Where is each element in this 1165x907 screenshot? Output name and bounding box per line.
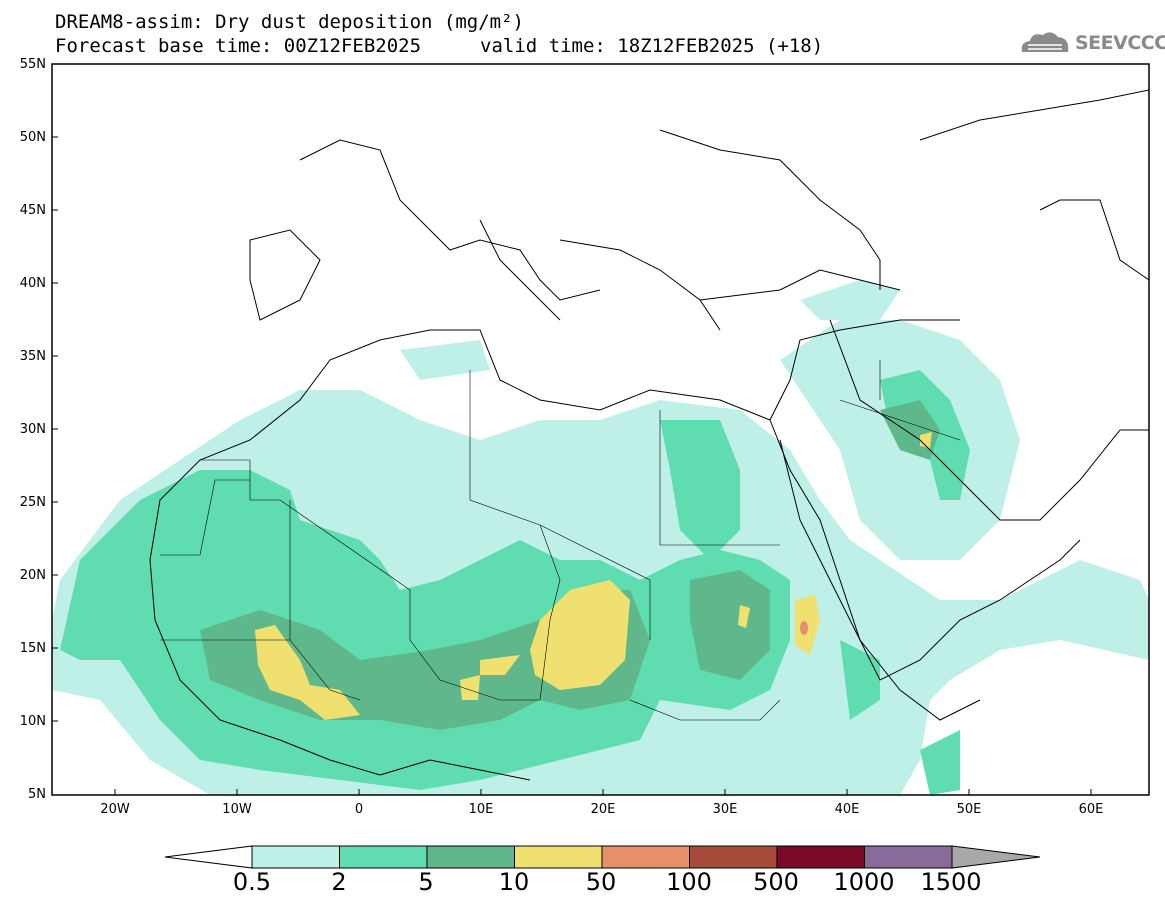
colorbar-label: 2 [331, 868, 347, 896]
valid-time: valid time: 18Z12FEB2025 (+18) [480, 35, 824, 57]
colorbar-label: 100 [666, 868, 712, 896]
lat-label: 20N [19, 568, 46, 583]
lon-label: 40E [834, 802, 860, 817]
base-time: Forecast base time: 00Z12FEB2025 [55, 35, 422, 57]
cloud-icon [1021, 32, 1069, 52]
lat-label: 50N [19, 130, 46, 145]
forecast-times: Forecast base time: 00Z12FEB2025 valid ti… [55, 35, 823, 57]
lat-label: 55N [19, 57, 46, 72]
colorbar-label: 10 [498, 868, 530, 896]
dust-fields [52, 89, 1149, 795]
lat-label: 30N [19, 422, 46, 437]
lon-label: 20W [100, 802, 130, 817]
lon-label: 0 [354, 802, 364, 817]
lat-label: 15N [19, 641, 46, 656]
seevccc-logo: SEEVCCC [1075, 32, 1165, 54]
lat-label: 10N [19, 714, 46, 729]
lon-label: 10W [222, 802, 252, 817]
lat-label: 40N [19, 276, 46, 291]
colorbar-label: 0.5 [232, 868, 272, 896]
colorbar-label: 50 [585, 868, 617, 896]
lon-label: 30E [712, 802, 738, 817]
colorbar-label: 1000 [833, 868, 895, 896]
colorbar-label: 5 [418, 868, 434, 896]
lat-label: 5N [28, 787, 46, 802]
chart-title: DREAM8-assim: Dry dust deposition (mg/m²… [55, 11, 524, 33]
colorbar-label: 500 [753, 868, 799, 896]
lat-label: 35N [19, 349, 46, 364]
lon-label: 10E [468, 802, 494, 817]
colorbar-label: 1500 [920, 868, 982, 896]
lon-label: 60E [1078, 802, 1104, 817]
lat-label: 25N [19, 495, 46, 510]
lon-label: 20E [590, 802, 616, 817]
lon-label: 50E [956, 802, 982, 817]
lat-label: 45N [19, 203, 46, 218]
